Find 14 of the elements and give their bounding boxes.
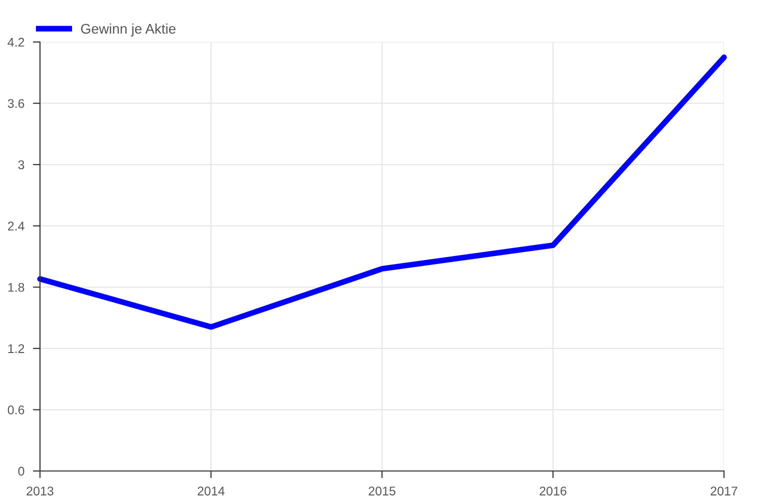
legend-label: Gewinn je Aktie: [81, 23, 176, 36]
y-tick-label: 2.4: [8, 222, 24, 230]
x-tick-label: 2013: [26, 486, 54, 496]
y-tick-label: 4.2: [8, 38, 24, 47]
y-tick-label: 0.6: [8, 406, 24, 414]
y-tick-label: 1.8: [8, 282, 24, 292]
y-tick-label: 3: [18, 160, 24, 170]
x-tick-label: 2016: [540, 486, 566, 496]
x-tick-label: 2015: [368, 486, 396, 496]
x-tick-label: 2017: [710, 486, 738, 496]
y-tick-label: 1.2: [8, 344, 24, 353]
y-tick-label: 3.6: [8, 99, 24, 108]
y-tick-label: 0: [18, 466, 24, 476]
x-tick-label: 2014: [198, 486, 225, 496]
